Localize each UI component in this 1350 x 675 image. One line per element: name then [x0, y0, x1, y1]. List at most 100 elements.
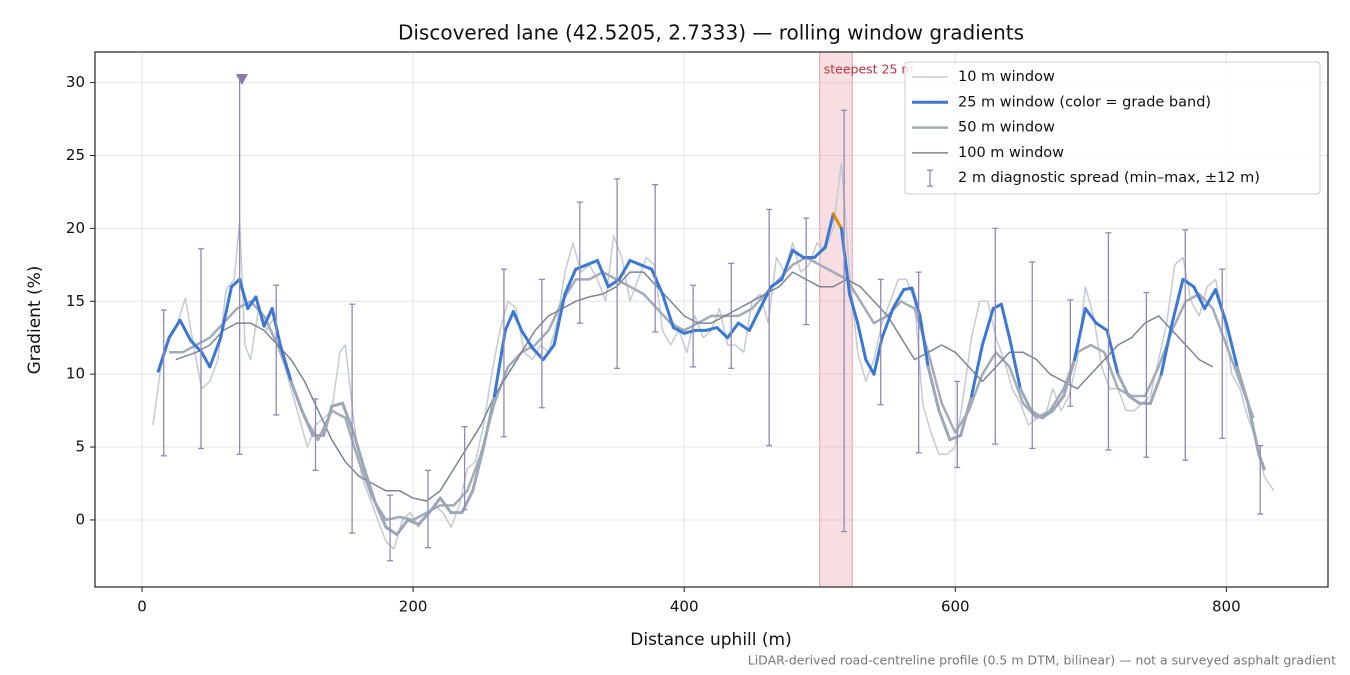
line-segment: [1214, 288, 1228, 325]
line-segment: [322, 404, 334, 437]
line-segment: [189, 339, 204, 354]
y-axis-label: Gradient (%): [25, 266, 45, 375]
line-segment: [511, 309, 524, 332]
line-segment: [1094, 321, 1109, 332]
error-bar: [614, 178, 621, 369]
y-tick-label: 10: [66, 365, 85, 383]
line-segment: [1083, 307, 1098, 325]
line-segment: [427, 496, 442, 515]
line-segment: [1051, 394, 1066, 413]
x-tick-label: 600: [941, 598, 970, 616]
line-segment: [373, 500, 388, 529]
outlier-marker: [236, 74, 248, 85]
line-segment: [617, 258, 632, 281]
line-segment: [238, 277, 250, 311]
error-bar: [312, 398, 319, 472]
line-segment: [880, 307, 895, 340]
line-segment: [715, 326, 730, 340]
error-bar: [349, 303, 356, 534]
x-tick-label: 0: [137, 598, 147, 616]
line-segment: [1073, 307, 1087, 362]
x-tick-label: 800: [1212, 598, 1241, 616]
line-segment: [254, 295, 266, 328]
error-bar: [461, 425, 468, 511]
line-segment: [219, 285, 233, 340]
legend-label: 25 m window (color = grade band): [958, 94, 1211, 110]
line-segment: [891, 288, 906, 311]
x-tick-label: 400: [670, 598, 699, 616]
error-bar: [690, 284, 697, 368]
plot-frame: [94, 51, 1329, 588]
legend-label: 10 m window: [958, 69, 1055, 85]
error-bar: [992, 227, 999, 445]
line-segment: [639, 263, 654, 271]
line-segment: [628, 258, 643, 267]
error-bar: [160, 309, 167, 457]
series-line: [175, 271, 1214, 502]
error-bar: [915, 271, 922, 454]
line-segment: [503, 309, 515, 332]
error-bar: [1257, 444, 1264, 515]
line-segment: [1159, 321, 1174, 376]
line-segment: [208, 336, 223, 369]
line-segment: [671, 326, 686, 335]
line-segment: [541, 343, 556, 362]
error-bar: [803, 217, 810, 326]
line-segment: [948, 433, 963, 442]
error-bar: [1143, 291, 1150, 458]
line-segment: [736, 321, 751, 332]
error-bar: [1219, 268, 1226, 439]
error-bar: [652, 184, 659, 333]
line-segment: [1246, 401, 1261, 456]
line-segment: [1018, 387, 1033, 413]
line-segment: [864, 358, 876, 376]
error-bar: [500, 268, 507, 438]
line-segment: [574, 263, 589, 271]
line-segment: [650, 267, 665, 296]
line-segment: [384, 525, 399, 537]
error-bar: [766, 208, 773, 447]
line-segment: [229, 277, 242, 289]
error-bar: [576, 201, 583, 324]
line-segment: [351, 430, 366, 471]
line-segment: [178, 318, 193, 343]
legend-label: 100 m window: [958, 145, 1064, 161]
line-segment: [856, 321, 868, 362]
y-tick-label: 20: [66, 219, 85, 237]
error-bar: [954, 380, 961, 469]
line-segment: [848, 292, 860, 325]
line-segment: [839, 226, 852, 296]
line-segment: [812, 245, 827, 260]
line-segment: [300, 409, 315, 437]
y-tick-label: 0: [75, 510, 85, 528]
error-bar: [197, 248, 204, 450]
line-segment: [980, 307, 995, 347]
error-bar: [728, 262, 735, 369]
line-segment: [1007, 336, 1022, 391]
line-segment: [1062, 358, 1077, 398]
x-axis-label: Distance uphill (m): [630, 630, 791, 650]
chart-title: Discovered lane (42.5205, 2.7333) — roll…: [398, 21, 1024, 45]
legend: 10 m window 25 m window (color = grade ba…: [904, 61, 1321, 195]
line-segment: [246, 295, 258, 311]
footnote: LiDAR-derived road-centreline profile (0…: [748, 653, 1336, 668]
line-segment: [1224, 321, 1239, 369]
y-tick-label: 30: [66, 73, 85, 91]
legend-label: 50 m window: [958, 120, 1055, 136]
line-segment: [823, 212, 835, 249]
line-segment: [726, 321, 740, 340]
highlight-label: steepest 25 m: [824, 62, 914, 77]
error-bar: [1029, 261, 1036, 450]
line-segment: [262, 307, 274, 328]
line-segment: [438, 496, 453, 515]
line-segment: [395, 518, 410, 537]
line-segment: [918, 314, 930, 369]
error-bar: [538, 278, 545, 409]
line-segment: [595, 258, 610, 289]
line-segment: [999, 302, 1011, 340]
line-segment: [926, 365, 941, 413]
line-segment: [330, 401, 345, 408]
line-segment: [769, 277, 784, 289]
line-segment: [937, 409, 952, 442]
